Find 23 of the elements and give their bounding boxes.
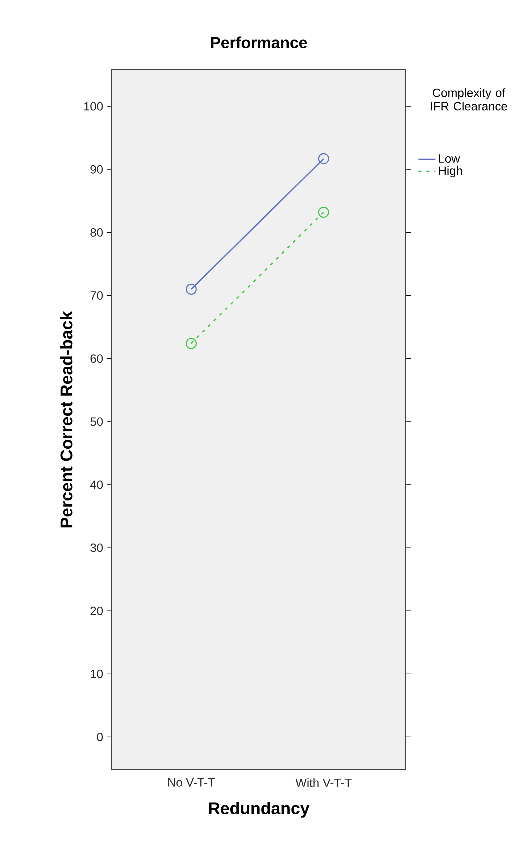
y-tick-label: 40 [90,480,104,490]
y-tick-label: 10 [91,670,104,678]
x-axis-title: Redundancy [209,802,310,818]
legend-label: High [439,166,462,178]
chart-title: Performance [211,36,308,48]
y-tick-label: 20 [90,606,104,616]
y-tick-label: 60 [90,354,104,364]
legend-title: Complexity of IFR Clearance [431,88,508,111]
y-tick-label: 80 [90,228,104,237]
y-tick-label: 70 [90,292,104,300]
x-tick-label: No V-T-T [168,778,216,787]
point [318,207,330,218]
x-tick-label: With V-T-T [296,778,352,788]
y-tick-label: 90 [90,165,104,174]
y-tick-label: 30 [90,544,104,552]
y-tick-label: 50 [90,418,104,426]
point [186,338,197,350]
point [318,153,330,164]
y-tick-label: 100 [84,102,104,111]
y-axis-title: Percent Correct Read-back [60,311,73,528]
y-tick-label: 0 [97,732,104,742]
point [186,284,197,295]
legend-label: Low [439,154,460,164]
